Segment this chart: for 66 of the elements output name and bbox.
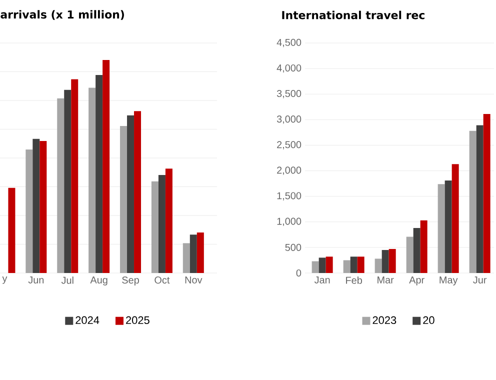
bar: [438, 184, 445, 273]
bar: [420, 220, 428, 273]
x-tick-label: Jun: [28, 276, 44, 284]
bar: [388, 248, 396, 273]
bar: [196, 232, 204, 273]
bar: [350, 256, 358, 273]
y-tick-label: 3,500: [276, 90, 302, 98]
x-tick-label: Apr: [409, 276, 424, 286]
chart-title: arrivals (x 1 million): [0, 10, 124, 20]
x-tick-label: Oct: [154, 276, 170, 284]
y-tick-label: 1,000: [277, 218, 302, 226]
bar: [469, 130, 476, 273]
x-tick-label: Jul: [61, 276, 74, 284]
y-tick-label: 4,000: [276, 64, 302, 73]
bar: [64, 90, 72, 273]
bar: [158, 175, 166, 273]
bar: [374, 258, 382, 273]
y-tick-label: 2,500: [277, 141, 302, 150]
legend-label: 2025: [126, 316, 150, 324]
bar: [406, 236, 414, 273]
bar: [476, 125, 484, 273]
bar: [444, 180, 452, 273]
bar: [151, 181, 158, 273]
x-tick-label: Jur: [473, 276, 487, 284]
bar: [182, 243, 190, 273]
bar: [8, 188, 16, 273]
y-tick-label: 4,500: [276, 38, 302, 48]
bar: [32, 138, 40, 273]
bar: [343, 260, 350, 273]
legend-label: 2023: [372, 316, 396, 324]
bar: [96, 74, 103, 273]
x-tick-label: y: [2, 276, 8, 284]
bar: [318, 258, 326, 273]
bar: [102, 60, 110, 273]
bar: [413, 228, 420, 273]
bar: [326, 256, 333, 273]
bar: [165, 168, 172, 273]
x-tick-label: May: [440, 276, 458, 286]
bar: [452, 164, 459, 273]
bar: [71, 79, 78, 273]
x-tick-label: Sep: [122, 276, 139, 286]
legend-label: 20: [423, 316, 434, 324]
bar: [40, 140, 47, 273]
y-tick-label: 0: [296, 269, 302, 277]
bar: [312, 261, 319, 273]
x-tick-label: Mar: [378, 276, 394, 284]
legend-label: 2024: [76, 316, 100, 324]
x-tick-label: Nov: [185, 276, 202, 284]
bar: [190, 234, 197, 273]
bar: [88, 88, 96, 273]
bar: [382, 250, 389, 273]
x-tick-label: Aug: [90, 276, 108, 286]
bar: [120, 126, 128, 273]
bar: [57, 98, 64, 273]
bar: [134, 111, 142, 273]
bar: [357, 256, 364, 273]
x-tick-label: Jan: [314, 276, 330, 284]
y-tick-label: 1,500: [277, 192, 302, 200]
y-tick-label: 2,000: [277, 166, 302, 175]
x-tick-label: Feb: [346, 276, 362, 284]
bar: [483, 114, 490, 273]
y-tick-label: 500: [285, 244, 302, 251]
bar: [127, 115, 134, 273]
chart-title: International travel rec: [282, 10, 424, 20]
bar: [26, 149, 33, 273]
y-tick-label: 3,000: [276, 116, 302, 124]
